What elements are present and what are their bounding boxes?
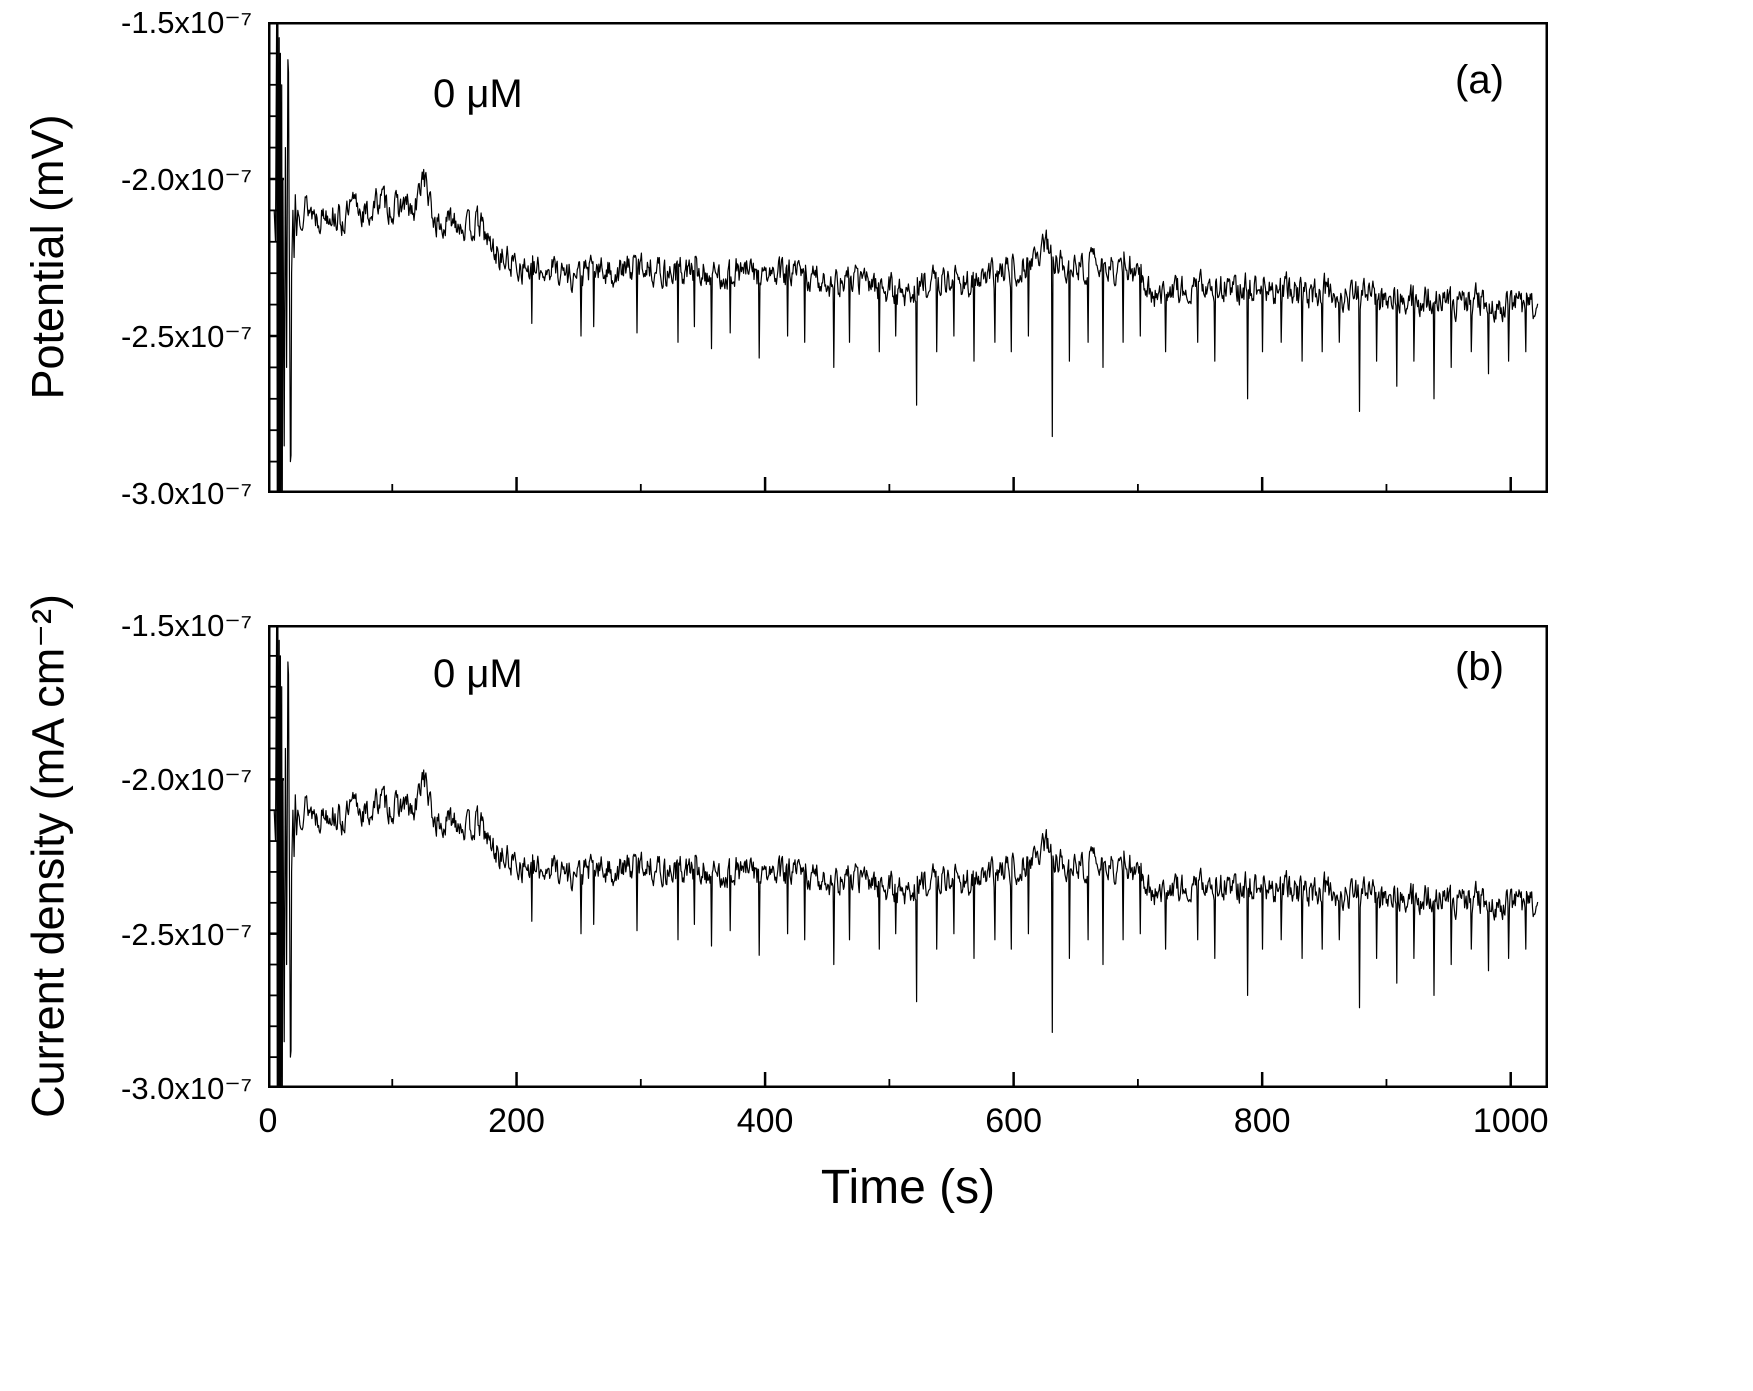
panel-label-b: (b) [1455, 645, 1504, 689]
x-axis-label: Time (s) [820, 1161, 996, 1214]
y-tick-label: -1.5x10⁻⁷ [121, 5, 252, 40]
y-tick-label: -3.0x10⁻⁷ [121, 1071, 252, 1106]
y-tick-label: -2.0x10⁻⁷ [121, 162, 252, 197]
x-tick-label: 400 [736, 1102, 794, 1140]
y-tick-label: -2.5x10⁻⁷ [121, 916, 252, 952]
x-tick-label: 0 [258, 1102, 278, 1140]
annotation-concentration-b: 0 μM [433, 652, 523, 696]
y-tick-label: -3.0x10⁻⁷ [121, 476, 252, 511]
plot-area-b [268, 625, 1548, 1088]
panel-label-a: (a) [1455, 58, 1504, 102]
y-axis-label-current-density: Current density (mA cm⁻²) [22, 594, 74, 1118]
x-tick-label: 1000 [1472, 1102, 1549, 1140]
y-tick-label: -1.5x10⁻⁷ [121, 608, 252, 643]
y-tick-label: -2.5x10⁻⁷ [121, 319, 252, 354]
y-axis-label-potential: Potential (mV) [22, 114, 73, 400]
plot-area-a [268, 22, 1548, 493]
x-tick-label: 800 [1233, 1102, 1291, 1140]
y-tick-label: -2.0x10⁻⁷ [121, 762, 252, 798]
x-tick-label: 200 [488, 1102, 545, 1140]
x-tick-label: 600 [985, 1102, 1042, 1140]
annotation-concentration-a: 0 μM [433, 72, 523, 116]
